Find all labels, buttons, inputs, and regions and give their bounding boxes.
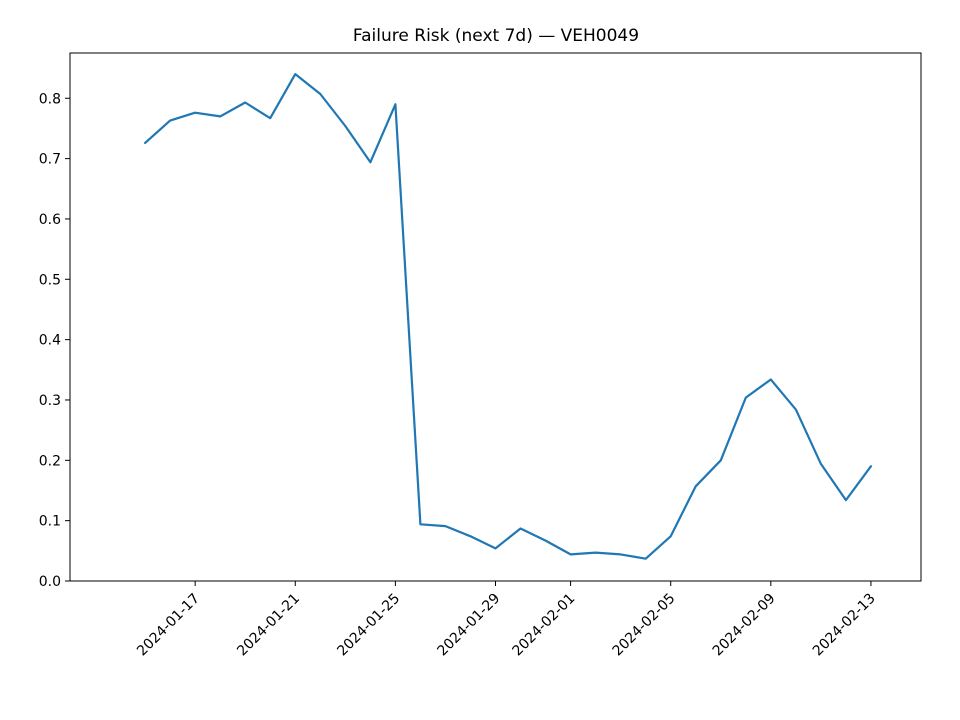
series-layer — [144, 72, 873, 560]
x-tick-label: 2024-02-05 — [610, 591, 679, 660]
x-tick-label: 2024-01-21 — [234, 591, 303, 660]
x-tick-label: 2024-02-09 — [710, 591, 779, 660]
x-tick-label: 2024-01-29 — [434, 591, 503, 660]
y-tick-label: 0.8 — [39, 91, 61, 107]
y-tick-label: 0.3 — [39, 393, 61, 409]
plot-frame — [69, 52, 922, 582]
series-line — [144, 72, 873, 560]
y-tick-label: 0.7 — [39, 152, 61, 168]
chart-title: Failure Risk (next 7d) — VEH0049 — [353, 26, 639, 46]
y-tick-label: 0.6 — [39, 212, 61, 228]
y-tick-label: 0.2 — [39, 453, 61, 469]
y-tick-label: 0.4 — [39, 333, 61, 349]
y-tick-label: 0.1 — [39, 514, 61, 530]
x-axis: 2024-01-17 2024-01-21 2024-01-25 2024-01-29… — [134, 581, 879, 659]
y-tick-label: 0.5 — [39, 272, 61, 288]
x-tick-label: 2024-01-25 — [334, 591, 403, 660]
x-tick-label: 2024-02-13 — [810, 591, 879, 660]
x-tick-label: 2024-01-17 — [134, 591, 203, 660]
y-axis: 0.0 0.1 0.2 0.3 0.4 0.5 0.6 0.7 0.8 — [39, 91, 70, 590]
x-tick-label: 2024-02-01 — [510, 591, 579, 660]
y-tick-label: 0.0 — [39, 574, 61, 590]
